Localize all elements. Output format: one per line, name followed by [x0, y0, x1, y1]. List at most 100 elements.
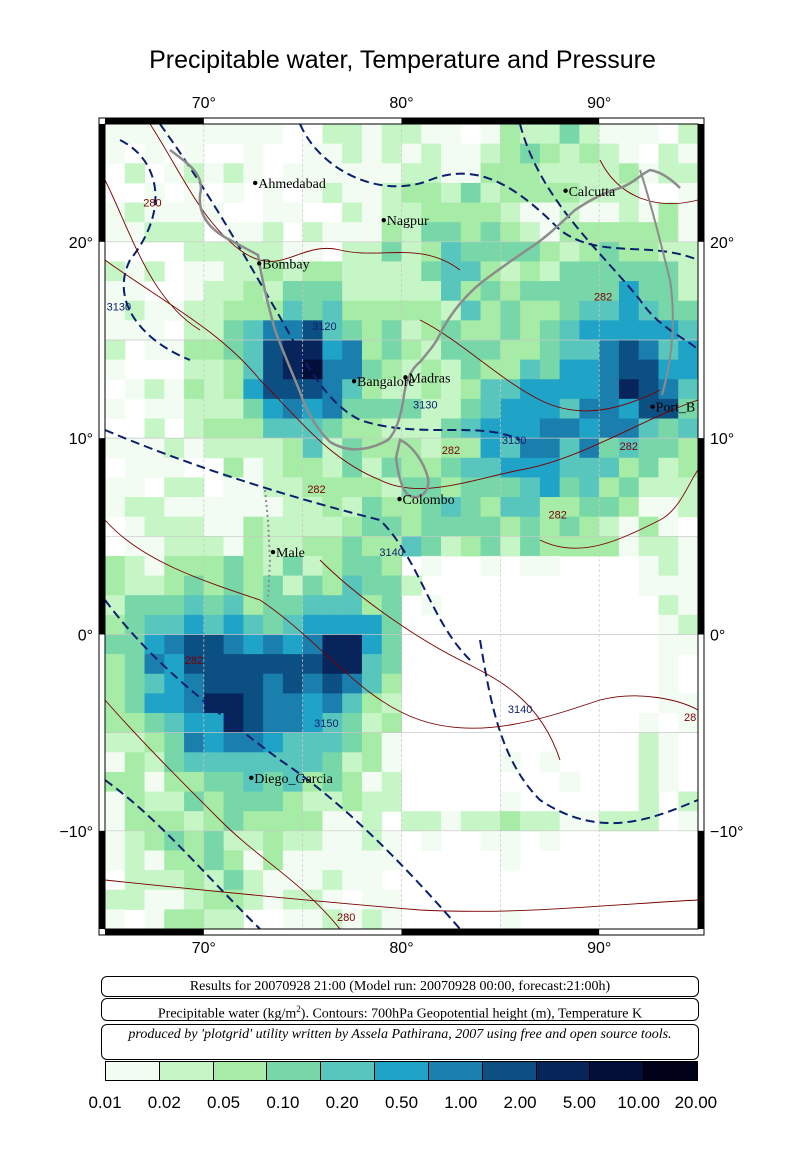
precip-cell [342, 654, 363, 675]
precip-cell [144, 222, 165, 243]
precip-cell [559, 536, 580, 557]
precip-cell [618, 320, 640, 341]
precip-cell [144, 732, 165, 753]
precip-cell [678, 438, 699, 459]
precip-cell [223, 889, 244, 910]
precip-cell [203, 732, 225, 753]
precip-cell [559, 457, 580, 478]
precip-cell [203, 870, 225, 891]
precip-cell [421, 300, 442, 321]
lat-label-left: −10° [59, 824, 93, 841]
precip-cell [618, 379, 640, 400]
precip-cell [520, 379, 541, 400]
precip-cell [184, 830, 205, 851]
precip-cell [381, 339, 402, 361]
precip-cell [599, 182, 620, 204]
precip-cell [618, 497, 640, 518]
precip-cell [579, 359, 600, 380]
precip-cell [282, 673, 304, 694]
precip-cell [203, 241, 225, 262]
precip-cell [460, 320, 482, 341]
precip-cell [441, 398, 462, 420]
precip-cell [342, 830, 363, 851]
height-contour-label: 3130 [502, 435, 526, 447]
precip-cell [203, 320, 225, 341]
precip-cell [184, 477, 205, 498]
frame-bar [698, 830, 704, 929]
precip-cell [421, 320, 442, 341]
precip-cell [223, 261, 244, 282]
precip-cell [421, 595, 442, 616]
precip-cell [223, 771, 244, 793]
precip-cell [460, 516, 482, 537]
precip-cell [203, 830, 225, 851]
precip-cell [539, 555, 561, 577]
graticule [105, 124, 698, 929]
precip-cell [658, 143, 679, 164]
precip-cell [342, 732, 363, 753]
precip-cell [203, 850, 225, 871]
precip-cell [480, 339, 501, 361]
precip-cell [144, 634, 165, 655]
coastline [169, 148, 681, 601]
precip-cell [322, 595, 343, 616]
precip-cell [361, 654, 383, 675]
precip-cell [243, 124, 264, 145]
precip-cell [520, 339, 541, 361]
precip-cell [164, 457, 185, 478]
precip-cell [678, 477, 699, 498]
precip-cell [105, 202, 126, 223]
precip-cell [678, 163, 699, 184]
precip-cell [361, 791, 383, 812]
precip-cell [282, 732, 304, 753]
city-label: Male [276, 546, 305, 561]
precip-cell [223, 555, 244, 577]
precip-cell [500, 241, 521, 262]
precip-cell [500, 438, 521, 459]
precip-cell [381, 300, 402, 321]
precip-cell [401, 202, 422, 223]
precip-cell [441, 163, 462, 184]
precip-cell [520, 418, 541, 439]
precip-cell [164, 163, 185, 184]
precip-cell [203, 438, 225, 459]
precip-cell [263, 713, 284, 734]
precip-cell [223, 693, 244, 714]
legend-swatch [267, 1062, 322, 1080]
precip-cell [638, 261, 659, 282]
precip-cell [203, 654, 225, 675]
precip-cell [184, 791, 205, 812]
precip-cell [421, 418, 442, 439]
precip-cell [579, 339, 600, 361]
precip-cell [539, 143, 561, 164]
precip-cell [381, 791, 402, 812]
precip-cell [282, 457, 304, 478]
precip-cell [322, 771, 343, 793]
precip-cell [282, 418, 304, 439]
precip-cell [184, 418, 205, 439]
precip-cell [658, 634, 679, 655]
precip-cell [658, 732, 679, 753]
precip-cell [638, 732, 659, 753]
precip-cell [124, 654, 146, 675]
precip-cell [203, 418, 225, 439]
precip-cell [460, 398, 482, 420]
precip-cell [579, 222, 600, 243]
precip-cell [243, 320, 264, 341]
precip-cell [243, 889, 264, 910]
precip-cell [559, 143, 580, 164]
precip-cell [421, 379, 442, 400]
precip-cell [164, 555, 185, 577]
legend-swatch [321, 1062, 376, 1080]
precip-cell [203, 398, 225, 420]
precip-cell [520, 438, 541, 459]
precip-cell [105, 811, 126, 832]
precip-cell [105, 575, 126, 596]
temperature-contour-label: 28 [684, 712, 696, 724]
precip-cell [144, 143, 165, 164]
precip-cell [599, 438, 620, 459]
precip-cell [282, 477, 304, 498]
temperature-contour-label: 282 [620, 441, 638, 453]
map-title: Precipitable water, Temperature and Pres… [149, 46, 656, 74]
temperature-contour-label: 282 [548, 510, 566, 522]
